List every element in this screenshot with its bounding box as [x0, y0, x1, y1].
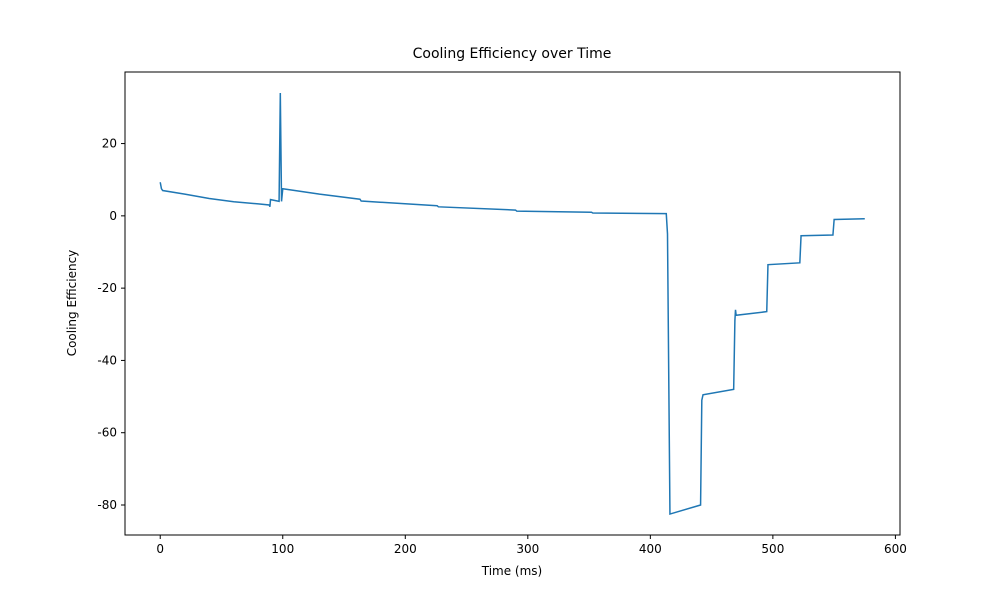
- y-tick-label: -80: [97, 498, 117, 512]
- y-tick-label: -40: [97, 353, 117, 367]
- x-tick-label: 400: [639, 542, 662, 556]
- x-tick-label: 600: [884, 542, 907, 556]
- y-tick-label: 0: [109, 209, 117, 223]
- x-tick-label: 500: [761, 542, 784, 556]
- y-axis-label: Cooling Efficiency: [65, 250, 79, 357]
- x-tick-label: 100: [271, 542, 294, 556]
- y-tick-label: 20: [102, 137, 117, 151]
- x-tick-label: 300: [516, 542, 539, 556]
- x-axis-label: Time (ms): [481, 564, 543, 578]
- plot-frame: [124, 71, 901, 536]
- y-tick-label: -20: [97, 281, 117, 295]
- chart-title: Cooling Efficiency over Time: [413, 46, 612, 62]
- y-tick-label: -60: [97, 426, 117, 440]
- x-tick-label: 200: [394, 542, 417, 556]
- data-line: [159, 92, 865, 516]
- x-tick-label: 0: [156, 542, 164, 556]
